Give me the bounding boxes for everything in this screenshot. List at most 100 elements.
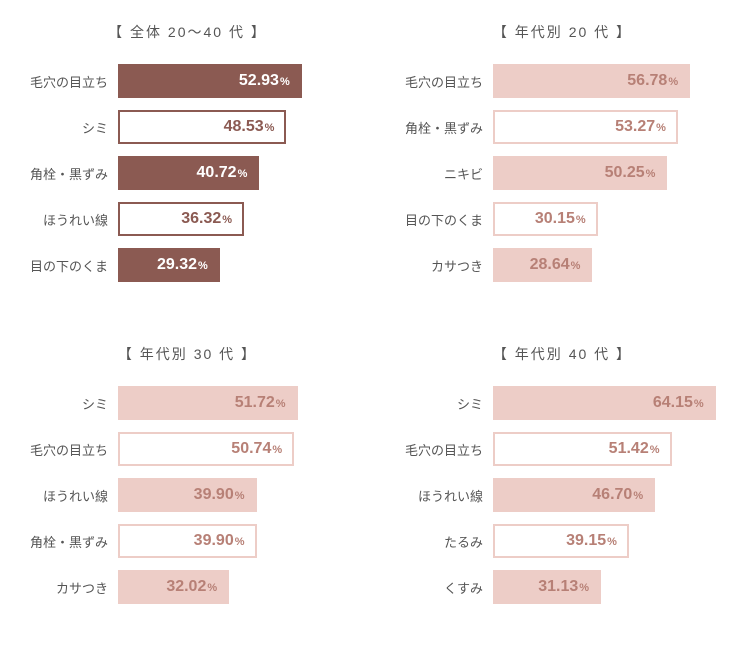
bar-label: ほうれい線 xyxy=(389,486,493,505)
bar-value: 64.15% xyxy=(653,395,704,411)
bar: 48.53% xyxy=(118,110,286,144)
bar-value-number: 32.02 xyxy=(166,578,206,595)
bar-row: 角栓・黒ずみ40.72% xyxy=(14,156,361,190)
bar-value-number: 50.25 xyxy=(605,164,645,181)
bar: 51.42% xyxy=(493,432,672,466)
bar-track: 39.15% xyxy=(493,524,736,558)
bar-value-unit: % xyxy=(633,490,643,502)
bar-track: 40.72% xyxy=(118,156,361,190)
bar-row: たるみ 39.15% xyxy=(389,524,736,558)
chart-panel: 【 年代別 40 代 】シミ64.15% 毛穴の目立ち51.42% ほうれい線 46.… xyxy=(389,344,736,616)
bar-value: 32.02% xyxy=(166,579,217,595)
bar-track: 53.27% xyxy=(493,110,736,144)
bar-row: ほうれい線 46.70% xyxy=(389,478,736,512)
bar-value: 50.74% xyxy=(231,441,282,457)
bar: 39.15% xyxy=(493,524,629,558)
bar-value: 56.78% xyxy=(627,73,678,89)
bar: 39.90% xyxy=(118,478,257,512)
bar-value-number: 31.13 xyxy=(538,578,578,595)
bar-value: 30.15% xyxy=(535,211,586,227)
bar-value-unit: % xyxy=(207,582,217,594)
bar-row: カサつき 32.02% xyxy=(14,570,361,604)
bar-value-number: 39.15 xyxy=(566,532,606,549)
bar: 51.72% xyxy=(118,386,298,420)
bar-row: 毛穴の目立ち51.42% xyxy=(389,432,736,466)
chart-title: 【 年代別 40 代 】 xyxy=(389,344,736,364)
bar: 40.72% xyxy=(118,156,259,190)
bar-row: 毛穴の目立ち52.93% xyxy=(14,64,361,98)
bar-row: ほうれい線39.90% xyxy=(14,478,361,512)
bar-value-number: 39.90 xyxy=(194,486,234,503)
bar: 28.64% xyxy=(493,248,592,282)
bar: 64.15% xyxy=(493,386,716,420)
bar: 32.02% xyxy=(118,570,229,604)
bar-label: シミ xyxy=(14,118,118,137)
bar-label: カサつき xyxy=(14,578,118,597)
bar-value-unit: % xyxy=(576,214,586,226)
bar-label: 毛穴の目立ち xyxy=(389,72,493,91)
bar-label: たるみ xyxy=(389,532,493,551)
bar-value: 51.72% xyxy=(235,395,286,411)
bar: 36.32% xyxy=(118,202,244,236)
bar-track: 50.74% xyxy=(118,432,361,466)
bar-value-number: 29.32 xyxy=(157,256,197,273)
bar-row: 毛穴の目立ち 56.78% xyxy=(389,64,736,98)
bar-value-number: 46.70 xyxy=(592,486,632,503)
bar-value-unit: % xyxy=(235,536,245,548)
bar-row: 目の下のくま 30.15% xyxy=(389,202,736,236)
bar-value: 53.27% xyxy=(615,119,666,135)
bar-value-number: 64.15 xyxy=(653,394,693,411)
bar-value-number: 36.32 xyxy=(181,210,221,227)
bar-value-number: 53.27 xyxy=(615,118,655,135)
bar-value: 46.70% xyxy=(592,487,643,503)
bar-row: シミ51.72% xyxy=(14,386,361,420)
chart-panel: 【 年代別 30 代 】シミ51.72%毛穴の目立ち50.74%ほうれい線39.… xyxy=(14,344,361,616)
bar-value-number: 51.72 xyxy=(235,394,275,411)
chart-title: 【 年代別 30 代 】 xyxy=(14,344,361,364)
bar-value-number: 48.53 xyxy=(224,118,264,135)
bar-track: 39.90% xyxy=(118,524,361,558)
chart-panel: 【 年代別 20 代 】毛穴の目立ち56.78%角栓・黒ずみ53.27%ニキビ5… xyxy=(389,22,736,294)
bar-label: ニキビ xyxy=(389,164,493,183)
bar-value-unit: % xyxy=(265,122,275,134)
bar-value: 50.25% xyxy=(605,165,656,181)
bar-track: 29.32% xyxy=(118,248,361,282)
bar-label: 角栓・黒ずみ xyxy=(14,532,118,551)
chart-title: 【 年代別 20 代 】 xyxy=(389,22,736,42)
bar-label: 目の下のくま xyxy=(389,210,493,229)
bar-value-number: 40.72 xyxy=(197,164,237,181)
bar-value: 40.72% xyxy=(197,165,248,181)
bar-track: 50.25% xyxy=(493,156,736,190)
bar-value-unit: % xyxy=(238,168,248,180)
bar-value-unit: % xyxy=(235,490,245,502)
bar-value-unit: % xyxy=(668,76,678,88)
chart-grid: 【 全体 20〜40 代 】毛穴の目立ち52.93%シミ48.53%角栓・黒ずみ… xyxy=(14,22,736,616)
bar: 50.74% xyxy=(118,432,294,466)
bar: 31.13% xyxy=(493,570,601,604)
bar-label: ほうれい線 xyxy=(14,486,118,505)
bar-value-unit: % xyxy=(272,444,282,456)
bar-value-number: 52.93 xyxy=(239,72,279,89)
bar-label: 目の下のくま xyxy=(14,256,118,275)
bar: 46.70% xyxy=(493,478,655,512)
bar-value-unit: % xyxy=(694,398,704,410)
bar-value: 51.42% xyxy=(609,441,660,457)
bar-label: くすみ xyxy=(389,578,493,597)
bar-row: ほうれい線36.32% xyxy=(14,202,361,236)
bar-value-unit: % xyxy=(222,214,232,226)
bar-value: 29.32% xyxy=(157,257,208,273)
bar-label: 毛穴の目立ち xyxy=(14,440,118,459)
bar-row: カサつき28.64% xyxy=(389,248,736,282)
bar-track: 36.32% xyxy=(118,202,361,236)
bar-value-number: 56.78 xyxy=(627,72,667,89)
bar-row: シミ64.15% xyxy=(389,386,736,420)
bar-row: シミ48.53% xyxy=(14,110,361,144)
bar-value: 39.15% xyxy=(566,533,617,549)
bar-row: 毛穴の目立ち 50.74% xyxy=(14,432,361,466)
bar: 29.32% xyxy=(118,248,220,282)
bar-track: 52.93% xyxy=(118,64,361,98)
bar-value-number: 30.15 xyxy=(535,210,575,227)
bar-track: 48.53% xyxy=(118,110,361,144)
bar-value-number: 28.64 xyxy=(530,256,570,273)
bar-row: くすみ31.13% xyxy=(389,570,736,604)
